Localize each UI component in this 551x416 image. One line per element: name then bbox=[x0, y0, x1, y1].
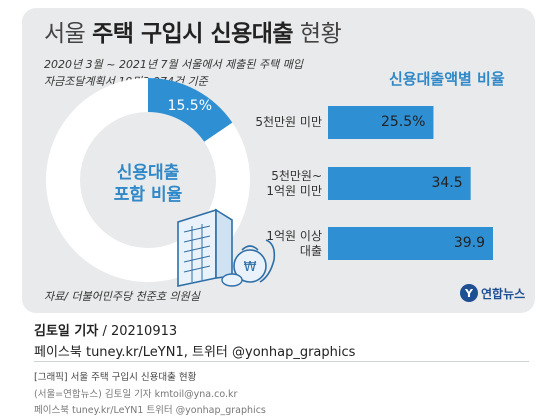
author-name: 김토일 기자 bbox=[34, 324, 99, 339]
source-note: 자료/ 더불어민주당 천준호 의원실 bbox=[44, 290, 200, 303]
title-prefix: 서울 bbox=[44, 21, 86, 47]
title-main: 주택 구입시 신용대출 bbox=[92, 21, 294, 47]
footer-social: 페이스북 tuney.kr/LeYN1 트위터 @yonhap_graphics bbox=[34, 405, 266, 416]
yonhap-logo-text: 연합뉴스 bbox=[481, 286, 526, 301]
house-money-illustration: ₩ bbox=[177, 208, 276, 287]
money-bag-icon: ₩ bbox=[221, 245, 267, 287]
bar-category-label: 5천만원~ 1억원 미만 bbox=[266, 168, 322, 198]
subtitle-line-2: 자금조달계획서 19만3,974건 기준 bbox=[44, 75, 208, 88]
svg-text:₩: ₩ bbox=[244, 260, 257, 275]
bar-category-label: 1억원 이상 대출 bbox=[266, 228, 322, 258]
bar-value-label: 39.9 bbox=[453, 235, 485, 251]
subtitle-line-1: 2020년 3월 ~ 2021년 7월 서울에서 제출된 주택 매입 bbox=[44, 58, 303, 71]
hand-icon bbox=[259, 239, 276, 283]
author-credit: 김토일 기자 / 20210913 bbox=[34, 320, 177, 339]
building-icon bbox=[177, 208, 233, 287]
bar-value-label: 25.5% bbox=[380, 114, 426, 130]
bar-category-label: 5천만원 미만 bbox=[255, 115, 322, 129]
chart-title: 서울 주택 구입시 신용대출 현황 bbox=[44, 14, 342, 48]
divider bbox=[34, 361, 529, 362]
social-credit: 페이스북 tuney.kr/LeYN1, 트위터 @yonhap_graphic… bbox=[34, 345, 356, 360]
yonhap-logo-icon: Y bbox=[460, 284, 478, 302]
bar-chart-heading: 신용대출액별 비율 bbox=[389, 70, 505, 88]
credit-date: / 20210913 bbox=[98, 324, 178, 339]
footer-caption: [그래픽] 서울 주택 구입시 신용대출 현황 bbox=[34, 372, 197, 383]
title-suffix: 현황 bbox=[299, 21, 342, 47]
bar-value-label: 34.5 bbox=[431, 175, 463, 191]
footer-reporter: (서울=연합뉴스) 김토일 기자 kmtoil@yna.co.kr bbox=[34, 389, 238, 400]
yonhap-logo: Y 연합뉴스 bbox=[460, 284, 525, 302]
